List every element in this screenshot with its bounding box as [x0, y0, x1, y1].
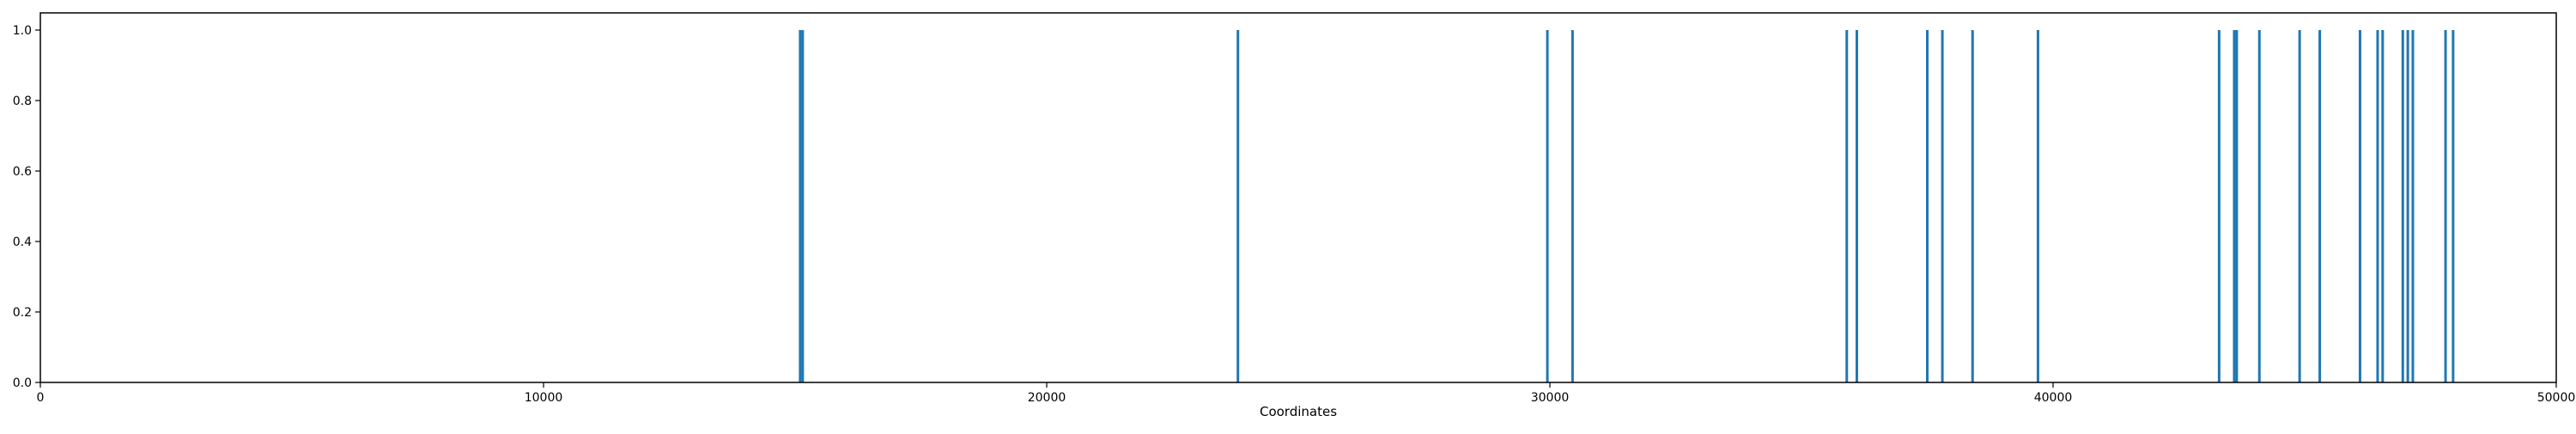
x-tick-label: 10000	[525, 391, 563, 405]
bar	[1845, 30, 1849, 382]
bar	[1941, 30, 1944, 382]
bar	[2451, 30, 2455, 382]
bar	[1855, 30, 1858, 382]
bar	[1546, 30, 1549, 382]
plot-frame	[39, 12, 2557, 383]
bar	[799, 30, 802, 382]
y-axis-ticks: 0.0 0.2 0.4 0.6 0.8 1.0	[13, 24, 40, 390]
x-tick-label: 20000	[1028, 391, 1066, 405]
bars-layer	[799, 30, 2455, 382]
bar	[2318, 30, 2322, 382]
bar	[2406, 30, 2409, 382]
bar	[1236, 30, 1240, 382]
x-tick-label: 50000	[2537, 391, 2576, 405]
bar	[2444, 30, 2447, 382]
bar	[2298, 30, 2301, 382]
bar	[1571, 30, 1574, 382]
y-tick-label: 0.8	[13, 95, 32, 108]
bar	[2358, 30, 2361, 382]
x-tick-label: 30000	[1531, 391, 1570, 405]
bar	[2411, 30, 2415, 382]
bar	[2401, 30, 2404, 382]
y-tick-label: 0.4	[13, 235, 32, 249]
x-axis-ticks: 0 10000 20000 30000 40000 50000	[37, 382, 2576, 405]
y-tick-label: 0.6	[13, 165, 32, 179]
bar	[2381, 30, 2385, 382]
plot-background	[40, 13, 2556, 382]
bar	[801, 30, 805, 382]
y-tick-label: 1.0	[13, 24, 32, 38]
x-tick-label: 40000	[2034, 391, 2073, 405]
bar	[2235, 30, 2239, 382]
bar	[2217, 30, 2221, 382]
bar	[2233, 30, 2236, 382]
x-axis-label: Coordinates	[1260, 404, 1337, 419]
bar	[2036, 30, 2039, 382]
y-tick-label: 0.0	[13, 376, 32, 390]
bar	[1971, 30, 1974, 382]
y-tick-label: 0.2	[13, 306, 32, 320]
bar	[2257, 30, 2261, 382]
bar	[1926, 30, 1929, 382]
x-tick-label: 0	[37, 391, 45, 405]
bar	[2376, 30, 2379, 382]
